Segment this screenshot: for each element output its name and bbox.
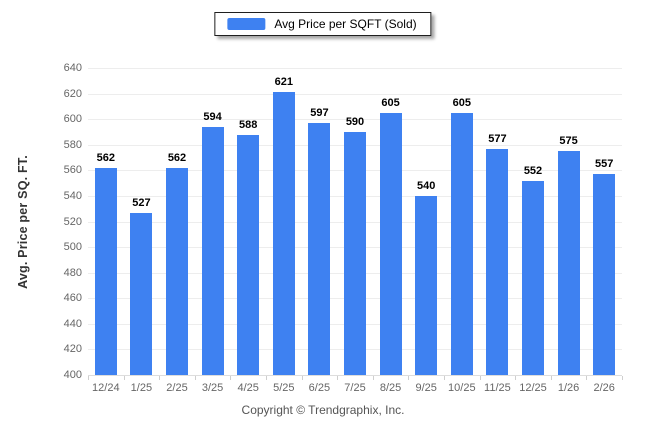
x-axis-tick [337, 376, 339, 380]
y-tick-label: 540 [63, 189, 82, 202]
legend-swatch-icon [227, 18, 266, 30]
x-axis-tick [159, 376, 161, 380]
gridline [88, 119, 622, 121]
y-axis-title: Avg. Price per SQ. FT. [16, 155, 30, 289]
y-tick-label: 500 [63, 241, 82, 254]
bar [557, 151, 580, 375]
x-tick-label: 2/25 [166, 382, 188, 394]
bar [272, 92, 295, 375]
y-tick-label: 440 [63, 317, 82, 330]
x-axis-tick [123, 376, 125, 380]
x-axis-tick [622, 376, 623, 380]
bar [94, 167, 117, 375]
x-tick-label: 12/24 [92, 382, 120, 394]
x-tick-label: 6/25 [308, 382, 331, 394]
x-tick-label: 7/25 [344, 382, 366, 394]
bar-value-label: 605 [381, 96, 400, 109]
bar-value-label: 577 [488, 132, 507, 145]
x-tick-label: 4/25 [237, 382, 259, 394]
x-tick-label: 8/25 [379, 382, 402, 394]
bar [237, 134, 260, 375]
x-axis-tick [515, 376, 517, 380]
x-axis-tick [550, 376, 552, 380]
y-tick-label: 480 [63, 266, 82, 279]
bar-value-label: 621 [274, 76, 293, 89]
x-tick-label: 9/25 [415, 382, 437, 394]
x-axis-tick [408, 376, 410, 380]
x-tick-label: 3/25 [201, 382, 224, 394]
bar-value-label: 590 [345, 116, 365, 128]
bar [593, 174, 616, 375]
x-axis-tick [586, 376, 588, 380]
x-tick-label: 1/26 [557, 382, 580, 394]
x-axis-tick [301, 376, 303, 380]
x-axis-tick [479, 376, 481, 380]
bar-value-label: 557 [595, 158, 614, 171]
y-tick-label: 580 [63, 138, 82, 151]
bar [450, 112, 473, 375]
y-tick-label: 520 [63, 215, 82, 228]
bar [344, 132, 366, 375]
bar-value-label: 562 [96, 151, 115, 164]
x-axis-line [88, 375, 622, 376]
x-tick-label: 1/25 [130, 382, 153, 394]
y-tick-label: 400 [63, 369, 82, 381]
x-tick-label: 10/25 [448, 382, 476, 394]
plot-area [88, 68, 622, 376]
bar [166, 167, 188, 375]
x-tick-label: 5/25 [273, 382, 295, 394]
bar-value-label: 527 [132, 196, 151, 209]
x-axis-tick [88, 376, 89, 380]
legend-label: Avg Price per SQFT (Sold) [274, 17, 417, 31]
x-tick-label: 11/25 [484, 382, 511, 394]
x-tick-label: 12/25 [519, 382, 547, 394]
bar-value-label: 588 [239, 118, 258, 131]
bar [308, 123, 331, 375]
y-tick-label: 420 [63, 343, 82, 356]
gridline [88, 93, 622, 95]
x-axis-tick [444, 376, 445, 380]
bar-value-label: 605 [452, 96, 471, 109]
copyright-text: Copyright © Trendgraphix, Inc. [241, 403, 405, 417]
y-tick-label: 640 [63, 62, 82, 74]
x-axis-tick [372, 376, 374, 380]
x-axis-tick [230, 376, 232, 380]
x-tick-label: 2/26 [593, 382, 615, 394]
y-tick-label: 460 [63, 292, 82, 305]
bar-value-label: 594 [203, 110, 222, 123]
y-tick-label: 600 [63, 113, 82, 126]
gridline [88, 68, 622, 69]
bar [130, 212, 153, 375]
x-axis-tick [266, 376, 267, 380]
bar [522, 180, 544, 375]
bar-value-label: 575 [559, 135, 578, 148]
bar [201, 126, 224, 375]
bar-value-label: 597 [310, 107, 329, 119]
bar-value-label: 552 [523, 164, 543, 177]
y-tick-label: 560 [63, 164, 82, 177]
legend: Avg Price per SQFT (Sold) [214, 12, 432, 36]
x-axis-tick [194, 376, 196, 380]
bar-value-label: 540 [417, 179, 436, 192]
bar [379, 112, 402, 375]
bar-value-label: 562 [167, 151, 187, 164]
bar [486, 148, 509, 375]
bar [415, 195, 438, 375]
y-tick-label: 620 [63, 87, 82, 100]
